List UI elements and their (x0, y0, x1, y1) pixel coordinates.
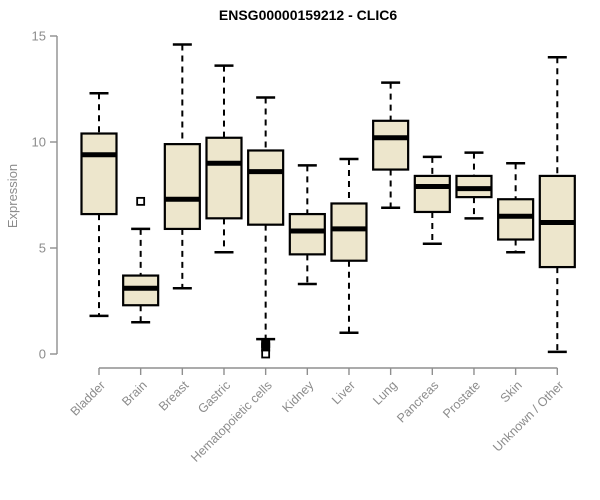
boxplot-kidney (288, 164, 326, 286)
boxplot-lung (372, 81, 410, 209)
x-category-label: Gastric (195, 378, 233, 416)
x-category-label: Bladder (68, 378, 108, 418)
iqr-box (288, 212, 326, 256)
iqr-box (330, 202, 368, 262)
x-category-label: Brain (119, 378, 150, 409)
y-tick-label: 15 (32, 29, 46, 44)
boxplot-hematopoietic-cells (247, 96, 285, 359)
x-category-label: Unknown / Other (490, 378, 566, 454)
boxplot-prostate (455, 151, 493, 220)
boxplot-unknown-other (538, 55, 576, 354)
x-category-label: Pancreas (394, 378, 441, 425)
boxplot-gastric (205, 64, 243, 254)
x-category-label: Breast (156, 378, 192, 414)
x-category-label: Lung (370, 378, 400, 408)
iqr-box (497, 198, 535, 241)
iqr-box (163, 143, 201, 231)
x-category-label: Prostate (440, 378, 483, 421)
outlier-point (136, 196, 146, 206)
chart-title: ENSG00000159212 - CLIC6 (219, 7, 397, 23)
boxplot-bladder (80, 91, 118, 318)
outlier-point (261, 349, 271, 359)
iqr-box (247, 149, 285, 226)
iqr-box (205, 136, 243, 220)
x-category-label: Hematopoietic cells (188, 378, 275, 465)
x-category-label: Skin (498, 378, 525, 405)
boxplot-breast (163, 43, 201, 290)
boxplot-brain (122, 196, 160, 324)
iqr-box (80, 132, 118, 216)
iqr-box (372, 119, 410, 171)
boxes (80, 43, 576, 359)
boxplot-skin (497, 161, 535, 254)
y-tick-label: 10 (32, 135, 46, 150)
x-category-label: Liver (329, 378, 358, 407)
y-tick-label: 0 (39, 347, 46, 362)
boxplot-liver (330, 157, 368, 335)
x-category-label: Kidney (280, 378, 317, 415)
iqr-box (413, 174, 451, 214)
y-tick-label: 5 (39, 241, 46, 256)
y-axis-label: Expression (5, 164, 20, 228)
boxplot-pancreas (413, 155, 451, 246)
